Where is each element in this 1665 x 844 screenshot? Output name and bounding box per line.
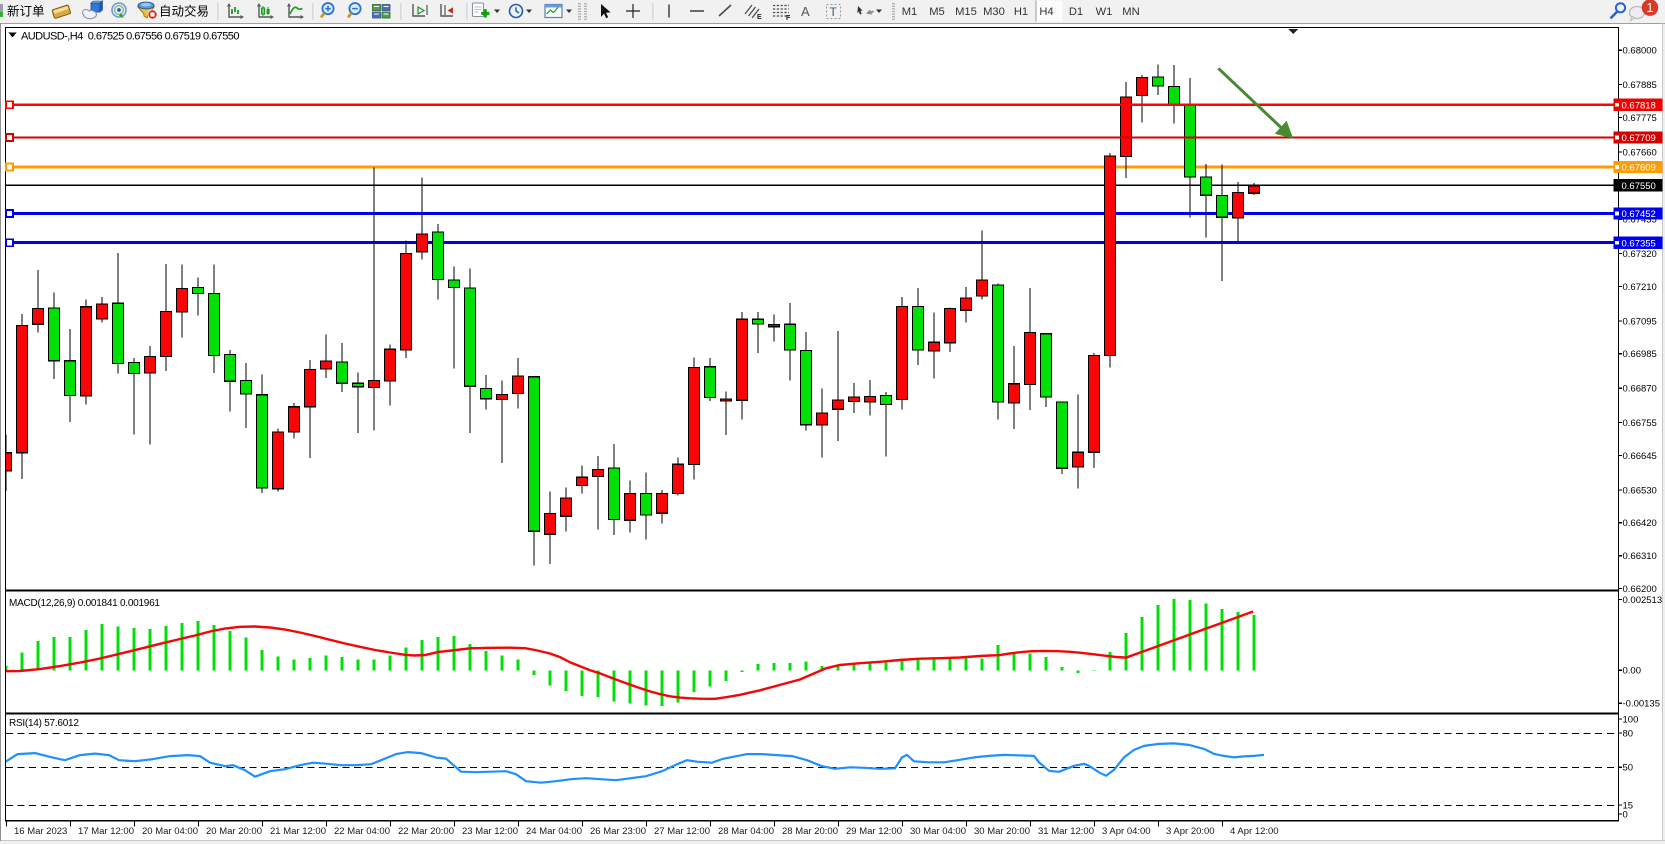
svg-text:29 Mar 12:00: 29 Mar 12:00: [846, 826, 902, 837]
svg-text:0.67709: 0.67709: [1622, 133, 1656, 144]
svg-text:M15: M15: [955, 6, 977, 18]
svg-text:新订单: 新订单: [7, 4, 45, 19]
svg-text:3 Apr 20:00: 3 Apr 20:00: [1166, 826, 1215, 837]
svg-text:16 Mar 2023: 16 Mar 2023: [14, 826, 67, 837]
svg-text:24 Mar 04:00: 24 Mar 04:00: [526, 826, 582, 837]
svg-text:自动交易: 自动交易: [159, 4, 209, 19]
svg-text:0.002513: 0.002513: [1623, 595, 1663, 606]
svg-text:100: 100: [1623, 714, 1639, 725]
svg-text:M1: M1: [902, 6, 918, 18]
svg-text:80: 80: [1623, 728, 1634, 739]
svg-text:0.66645: 0.66645: [1623, 451, 1657, 462]
svg-text:M5: M5: [929, 6, 945, 18]
svg-text:0.66200: 0.66200: [1623, 584, 1657, 595]
svg-text:H1: H1: [1014, 6, 1028, 18]
svg-text:0.66870: 0.66870: [1623, 384, 1657, 395]
svg-text:MN: MN: [1122, 6, 1139, 18]
svg-text:0.66310: 0.66310: [1623, 551, 1657, 562]
svg-text:0.67660: 0.67660: [1623, 147, 1657, 158]
svg-text:0.67210: 0.67210: [1623, 282, 1657, 293]
svg-text:31 Mar 12:00: 31 Mar 12:00: [1038, 826, 1094, 837]
svg-text:A: A: [801, 4, 810, 19]
svg-text:0.67885: 0.67885: [1623, 80, 1657, 91]
svg-text:0.67818: 0.67818: [1622, 100, 1656, 111]
svg-text:E: E: [757, 14, 762, 21]
svg-text:30 Mar 04:00: 30 Mar 04:00: [910, 826, 966, 837]
svg-text:28 Mar 20:00: 28 Mar 20:00: [782, 826, 838, 837]
svg-text:-0.00135: -0.00135: [1623, 699, 1661, 710]
svg-text:0.67095: 0.67095: [1623, 316, 1657, 327]
svg-text:0.66530: 0.66530: [1623, 485, 1657, 496]
svg-text:50: 50: [1623, 763, 1634, 774]
svg-text:21 Mar 12:00: 21 Mar 12:00: [270, 826, 326, 837]
svg-text:W1: W1: [1096, 6, 1113, 18]
svg-text:M30: M30: [983, 6, 1005, 18]
svg-text:T: T: [830, 5, 838, 19]
svg-text:27 Mar 12:00: 27 Mar 12:00: [654, 826, 710, 837]
svg-text:RSI(14) 57.6012: RSI(14) 57.6012: [9, 718, 79, 729]
svg-text:3 Apr 04:00: 3 Apr 04:00: [1102, 826, 1151, 837]
svg-text:4 Apr 12:00: 4 Apr 12:00: [1230, 826, 1279, 837]
svg-text:0.67320: 0.67320: [1623, 249, 1657, 260]
svg-text:26 Mar 23:00: 26 Mar 23:00: [590, 826, 646, 837]
svg-text:MACD(12,26,9) 0.001841 0.00196: MACD(12,26,9) 0.001841 0.001961: [9, 598, 160, 609]
svg-text:F: F: [786, 15, 791, 22]
svg-text:0.67775: 0.67775: [1623, 113, 1657, 124]
svg-text:15: 15: [1623, 800, 1634, 811]
svg-text:0.67550: 0.67550: [1622, 181, 1656, 192]
svg-text:0.66420: 0.66420: [1623, 518, 1657, 529]
svg-text:0.66985: 0.66985: [1623, 349, 1657, 360]
svg-text:22 Mar 20:00: 22 Mar 20:00: [398, 826, 454, 837]
svg-text:17 Mar 12:00: 17 Mar 12:00: [78, 826, 134, 837]
svg-text:1: 1: [1647, 1, 1654, 15]
svg-text:28 Mar 04:00: 28 Mar 04:00: [718, 826, 774, 837]
svg-text:23 Mar 12:00: 23 Mar 12:00: [462, 826, 518, 837]
svg-text:20 Mar 20:00: 20 Mar 20:00: [206, 826, 262, 837]
svg-text:0.67355: 0.67355: [1622, 238, 1656, 249]
svg-text:D1: D1: [1069, 6, 1083, 18]
svg-text:20 Mar 04:00: 20 Mar 04:00: [142, 826, 198, 837]
svg-text:0.66755: 0.66755: [1623, 418, 1657, 429]
svg-text:H4: H4: [1039, 6, 1053, 18]
svg-text:0: 0: [1623, 809, 1628, 820]
svg-text:22 Mar 04:00: 22 Mar 04:00: [334, 826, 390, 837]
svg-text:30 Mar 20:00: 30 Mar 20:00: [974, 826, 1030, 837]
svg-text:0.68000: 0.68000: [1623, 46, 1657, 57]
svg-text:0.67452: 0.67452: [1622, 209, 1656, 220]
svg-text:0.67435: 0.67435: [1623, 215, 1657, 226]
svg-text:0.67609: 0.67609: [1622, 163, 1656, 174]
svg-text:AUDUSD-,H4 0.67525 0.67556 0.: AUDUSD-,H4 0.67525 0.67556 0.67519 0.675…: [21, 31, 239, 43]
svg-text:0.00: 0.00: [1623, 666, 1642, 677]
